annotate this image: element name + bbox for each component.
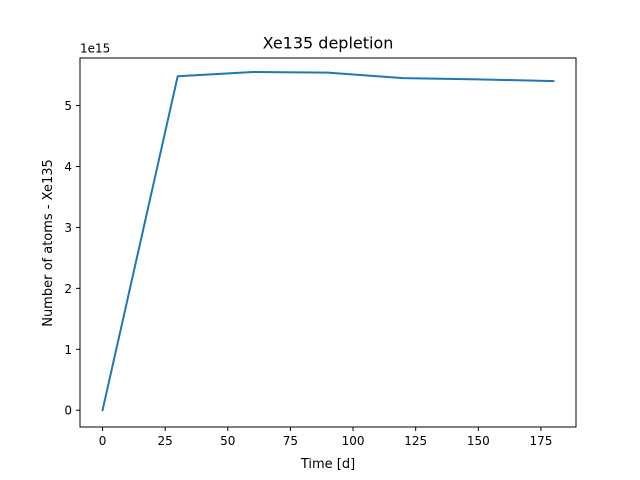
series-line-0 (101, 71, 555, 412)
x-tick-label: 150 (467, 434, 490, 448)
x-tick-label: 50 (220, 434, 235, 448)
plot-area: 0 25 50 75 100 125 150 175 0 1 2 3 4 5 (64, 57, 577, 448)
y-offset-label: 1e15 (80, 42, 110, 56)
x-tick-label: 0 (99, 434, 107, 448)
y-tick-label: 5 (64, 99, 72, 113)
y-tick-label: 0 (64, 404, 72, 418)
x-tick-label: 175 (529, 434, 552, 448)
y-tick-label: 2 (64, 282, 72, 296)
y-tick-label: 4 (64, 160, 72, 174)
y-tick-label: 3 (64, 221, 72, 235)
axes-frame (79, 57, 577, 428)
y-tick-label: 1 (64, 343, 72, 357)
x-tick-label: 75 (283, 434, 298, 448)
chart-title: Xe135 depletion (263, 34, 394, 53)
x-tick-label: 25 (158, 434, 173, 448)
x-tick-label: 125 (404, 434, 427, 448)
x-axis-label: Time [d] (300, 457, 355, 472)
x-tick-label: 100 (342, 434, 365, 448)
y-axis-label: Number of atoms - Xe135 (41, 159, 56, 327)
